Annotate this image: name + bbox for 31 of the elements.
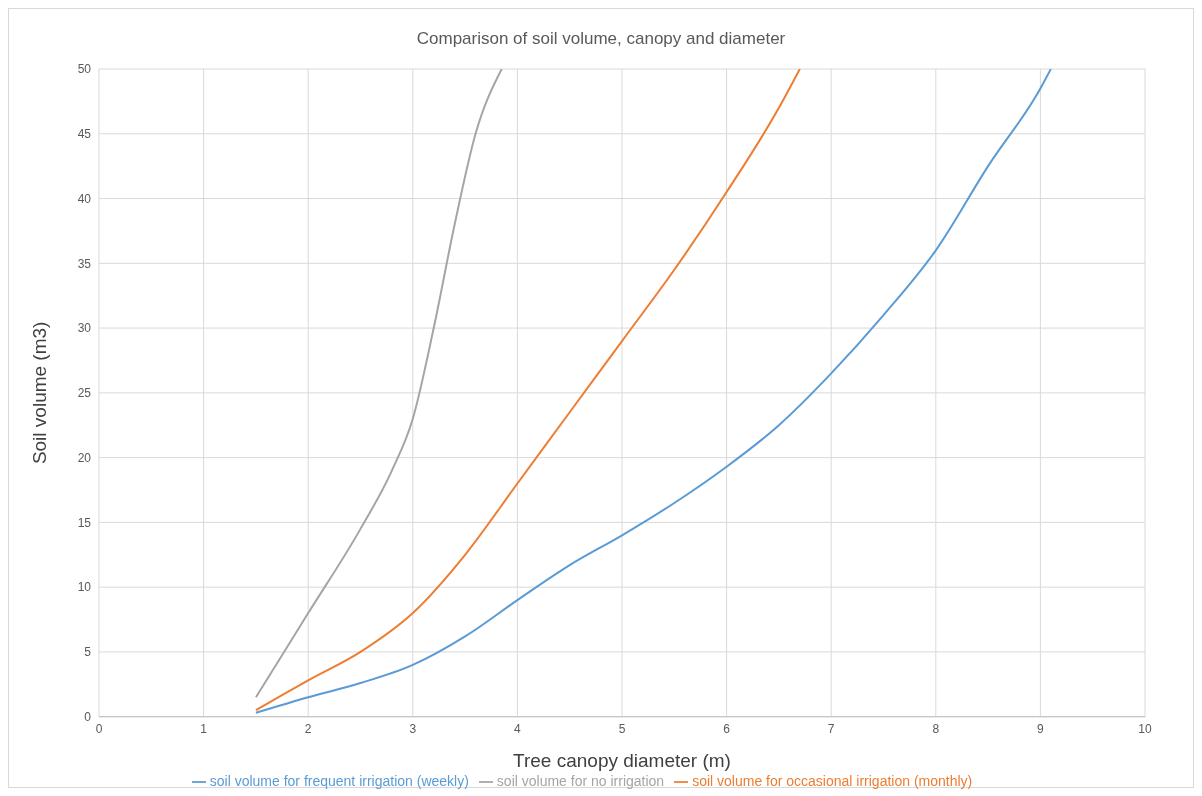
- y-tick-label: 25: [77, 386, 92, 401]
- line-series: [254, 69, 503, 699]
- y-tick-label: 0: [84, 709, 92, 724]
- x-tick-label: 7: [827, 722, 835, 737]
- y-tick-label: 35: [77, 256, 92, 271]
- x-tick-label: 0: [95, 722, 103, 737]
- y-tick-label: 15: [77, 515, 92, 530]
- x-tick-label: 5: [618, 722, 626, 737]
- x-tick-label: 10: [1138, 722, 1152, 737]
- x-axis-title: Tree canopy diameter (m): [513, 749, 731, 771]
- y-tick-label: 45: [77, 127, 92, 142]
- x-tick-label: 1: [200, 722, 208, 737]
- y-axis-title: Soil volume (m3): [28, 321, 50, 465]
- line-series: [254, 69, 801, 712]
- y-tick-label: 50: [77, 62, 92, 77]
- legend-label: soil volume for no irrigation: [496, 772, 665, 789]
- y-tick-label: 5: [84, 645, 92, 660]
- x-tick-label: 2: [304, 722, 312, 737]
- line-series: [254, 69, 1052, 714]
- x-tick-label: 9: [1037, 722, 1045, 737]
- y-tick-label: 40: [77, 191, 92, 206]
- legend-label: soil volume for frequent irrigation (weekly): [209, 772, 469, 789]
- x-tick-label: 8: [932, 722, 940, 737]
- chart-title: Comparison of soil volume, canopy and diameter: [415, 28, 787, 50]
- y-tick-label: 10: [77, 580, 92, 595]
- x-tick-label: 3: [409, 722, 417, 737]
- x-tick-label: 6: [723, 722, 731, 737]
- legend-label: soil volume for occasional irrigation (monthly): [692, 772, 973, 789]
- x-tick-label: 4: [514, 722, 522, 737]
- y-tick-label: 20: [77, 450, 92, 465]
- y-tick-label: 30: [77, 321, 92, 336]
